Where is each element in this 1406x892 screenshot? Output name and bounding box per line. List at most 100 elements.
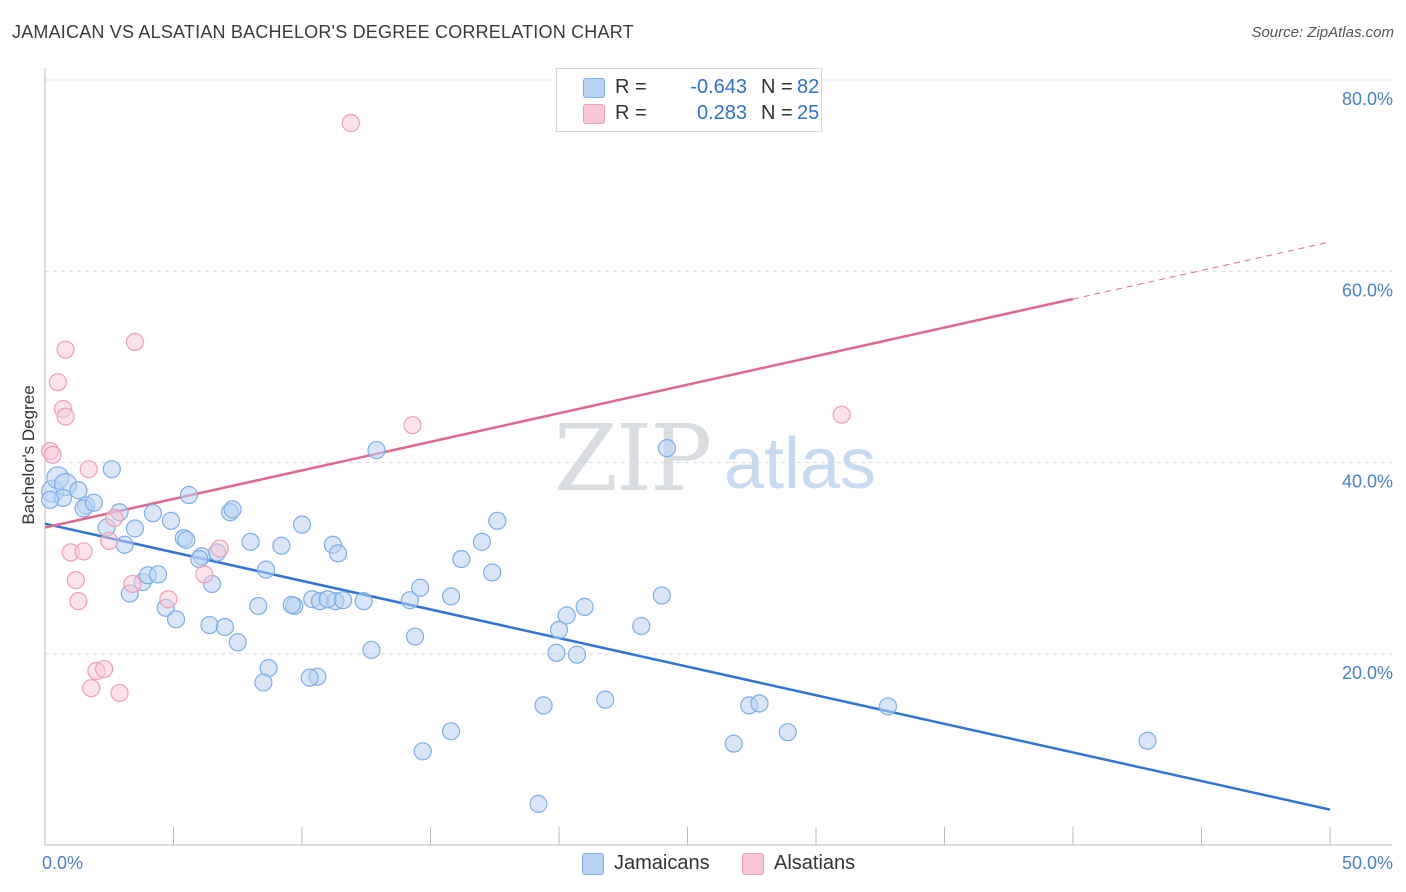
- alsatian-point: [56, 407, 75, 426]
- alsatian-point: [832, 405, 851, 424]
- jamaican-point: [724, 734, 743, 753]
- jamaican-point: [300, 668, 319, 687]
- jamaican-point: [200, 615, 219, 635]
- jamaican-point: [41, 490, 60, 509]
- jamaican-point: [69, 481, 88, 500]
- jamaican-point: [413, 742, 432, 761]
- legend-swatch-pink: [583, 104, 605, 124]
- jamaican-point: [215, 617, 234, 637]
- jamaican-point: [483, 563, 502, 582]
- jamaican-point: [292, 515, 312, 534]
- jamaican-point: [272, 536, 291, 555]
- legend-n-value: 25: [797, 102, 820, 124]
- alsatian-point: [79, 460, 98, 479]
- jamaican-point: [567, 645, 587, 664]
- jamaican-point: [115, 535, 134, 554]
- jamaican-point: [778, 723, 797, 742]
- alsatian-point: [43, 445, 62, 464]
- alsatian-point: [95, 659, 114, 679]
- y-tick-label: 80.0%: [1342, 89, 1393, 109]
- jamaican-point: [1138, 731, 1157, 750]
- trend-line-jamaicans: [44, 522, 1331, 811]
- tick-labels: 20.0% 40.0% 60.0% 80.0% 0.0% 50.0%: [42, 89, 1393, 873]
- alsatian-point: [210, 539, 229, 558]
- watermark-zip: ZIP: [554, 405, 710, 512]
- alsatian-point: [69, 592, 88, 611]
- jamaican-point: [405, 627, 425, 646]
- trend-lines: [44, 242, 1331, 811]
- jamaican-point: [102, 460, 121, 479]
- jamaican-point: [354, 592, 373, 611]
- jamaican-point: [596, 690, 615, 709]
- x-tick-label: 0.0%: [42, 853, 83, 873]
- jamaican-point: [254, 673, 273, 692]
- jamaican-point: [878, 697, 898, 716]
- jamaican-point: [241, 532, 260, 551]
- source-label: Source: ZipAtlas.com: [1251, 24, 1394, 41]
- legend-r-value: 0.283: [696, 102, 747, 124]
- jamaican-point: [125, 519, 145, 538]
- chart-title: JAMAICAN VS ALSATIAN BACHELOR'S DEGREE C…: [12, 22, 634, 42]
- data-points: [41, 113, 1157, 813]
- jamaican-point: [148, 565, 168, 584]
- jamaican-point: [334, 591, 353, 610]
- alsatian-point: [195, 565, 214, 584]
- alsatian-point: [341, 113, 360, 133]
- alsatian-point: [82, 679, 101, 698]
- jamaican-point: [534, 696, 553, 715]
- jamaican-point: [557, 606, 576, 625]
- legend-label-alsatians: Alsatians: [774, 852, 856, 874]
- jamaican-point: [190, 549, 209, 569]
- jamaican-point: [223, 500, 242, 519]
- jamaican-point: [529, 794, 548, 813]
- jamaican-point: [166, 610, 186, 629]
- legend-n-value: 82: [797, 76, 820, 98]
- jamaican-point: [657, 439, 677, 458]
- y-tick-label: 20.0%: [1342, 663, 1393, 683]
- jamaican-point: [632, 616, 651, 636]
- jamaican-point: [488, 511, 507, 530]
- y-axis-label: Bachelor's Degree: [19, 385, 38, 524]
- jamaican-point: [362, 640, 381, 660]
- jamaican-point: [177, 530, 196, 550]
- legend-n-label: N =: [761, 76, 793, 98]
- jamaican-point: [328, 544, 348, 563]
- watermark: ZIP atlas: [554, 405, 876, 512]
- legend-swatch-alsatians: [742, 853, 764, 875]
- jamaican-point: [441, 587, 461, 606]
- jamaican-point: [575, 597, 594, 616]
- legend-n-label: N =: [761, 102, 793, 124]
- jamaican-point: [547, 643, 566, 662]
- alsatian-point: [105, 508, 124, 528]
- jamaican-point: [549, 620, 569, 639]
- alsatian-point: [100, 531, 119, 551]
- axes: [44, 68, 1392, 846]
- y-tick-label: 40.0%: [1342, 472, 1393, 492]
- alsatian-point: [110, 683, 129, 703]
- jamaican-point: [249, 596, 268, 616]
- jamaican-point: [161, 511, 181, 530]
- alsatian-point: [56, 340, 75, 359]
- jamaican-point: [143, 504, 163, 523]
- alsatian-point: [403, 416, 422, 435]
- x-tick-label: 50.0%: [1342, 853, 1393, 873]
- legend-r-label: R =: [615, 76, 647, 98]
- legend-r-label: R =: [615, 102, 647, 124]
- jamaican-point: [84, 493, 103, 512]
- alsatian-point: [123, 574, 142, 594]
- alsatian-point: [159, 590, 178, 609]
- correlation-legend: R = -0.643 N = 82 R = 0.283 N = 25: [556, 68, 822, 132]
- series-legend: Jamaicans Alsatians: [0, 852, 1406, 878]
- jamaican-point: [367, 440, 386, 460]
- jamaican-point: [256, 560, 276, 579]
- jamaican-point: [441, 722, 461, 741]
- jamaican-point: [652, 586, 671, 605]
- y-tick-label: 60.0%: [1342, 280, 1393, 300]
- alsatian-point: [74, 542, 93, 561]
- legend-swatch-blue: [583, 78, 605, 98]
- grid-lines: [45, 79, 1392, 655]
- watermark-atlas: atlas: [724, 424, 876, 504]
- jamaican-point: [411, 578, 430, 597]
- jamaican-point: [282, 595, 301, 615]
